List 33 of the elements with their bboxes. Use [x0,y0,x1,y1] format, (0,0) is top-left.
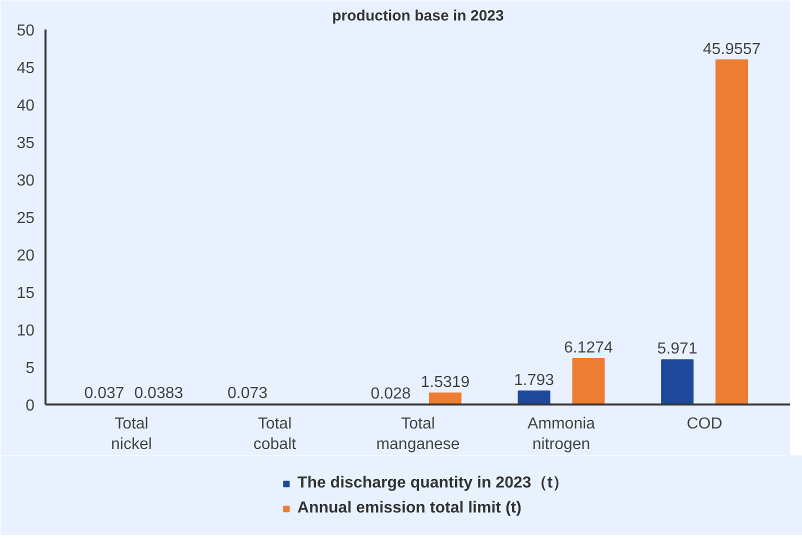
chart-title: production base in 2023 [332,8,504,24]
y-tick-label: 0 [26,398,35,414]
data-label: 6.1274 [564,340,614,357]
y-tick-label: 35 [16,135,35,152]
y-tick-label: 5 [26,360,35,377]
bar [572,358,605,404]
data-label: 1.793 [514,372,554,390]
data-label: 0.028 [370,385,411,402]
x-tick-label: Ammonia nitrogen [527,416,596,453]
y-tick-label: 10 [16,322,35,340]
x-tick-label: Total nickel [111,416,152,453]
y-tick-label: 50 [16,22,35,40]
y-tick-label: 40 [16,98,35,114]
y-tick-label: 20 [16,248,35,264]
data-label: 45.9557 [702,40,761,58]
x-tick-label: Total manganese [376,416,460,453]
legend-label: Annual emission total limit (t) [297,500,522,518]
bar [518,390,550,404]
data-label: 0.037 [84,385,124,402]
x-tick-label: COD [686,416,722,432]
data-label: 0.073 [227,384,268,402]
bar [661,359,694,404]
bar [428,392,462,404]
data-label: 0.0383 [134,385,184,402]
legend-label: The discharge quantity in 2023（t） [297,474,569,494]
data-label: 5.971 [657,340,698,358]
x-tick-label: Total cobalt [253,416,297,453]
y-tick-label: 25 [16,210,35,227]
y-tick-label: 30 [16,172,35,190]
bar [716,59,748,404]
data-label: 1.5319 [420,374,470,392]
y-tick-label: 45 [16,60,35,77]
y-tick-label: 15 [16,285,35,302]
